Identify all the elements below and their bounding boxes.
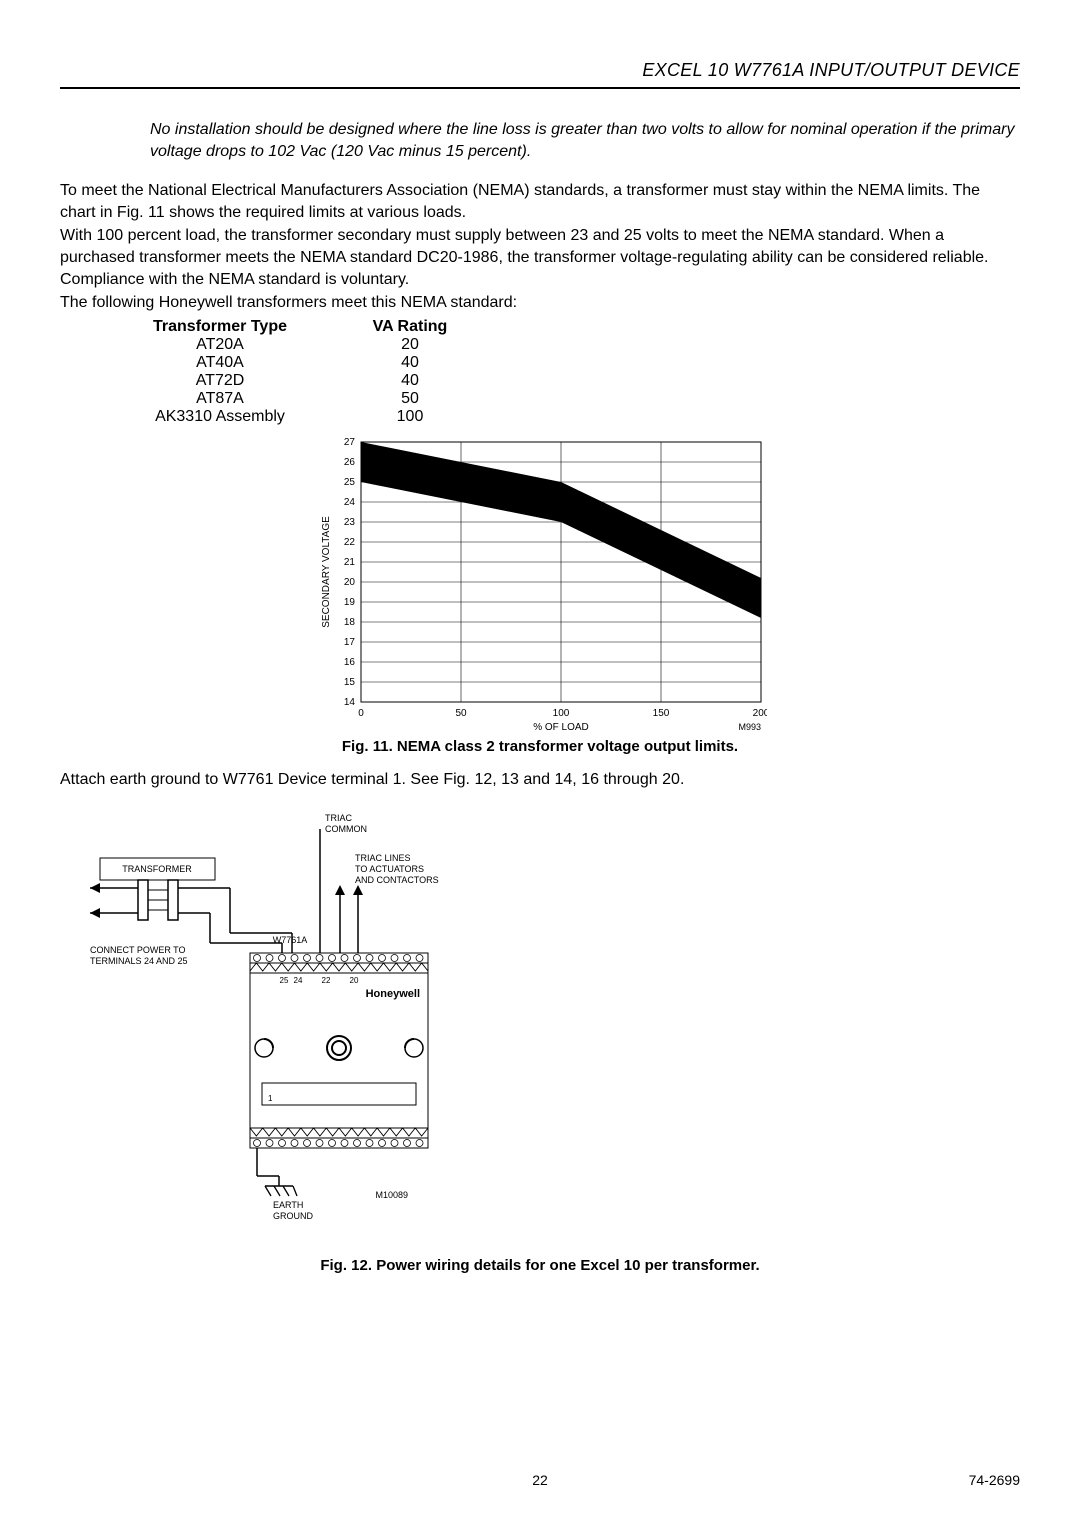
svg-text:17: 17 [344,637,356,648]
table-row: AT87A 50 [100,390,1020,408]
svg-text:0: 0 [358,708,364,719]
svg-text:20: 20 [344,577,356,588]
wiring-diagram: TRIACCOMMON TRIAC LINESTO ACTUATORSAND CO… [60,803,480,1233]
transformer-table: Transformer Type VA Rating AT20A 20 AT40… [100,318,1020,426]
table-row: AT40A 40 [100,354,1020,372]
cell-va: 40 [340,354,480,372]
body-p1: To meet the National Electrical Manufact… [60,180,1020,223]
cell-va: 20 [340,336,480,354]
svg-text:M10089: M10089 [375,1190,408,1200]
svg-text:21: 21 [344,557,356,568]
svg-text:1: 1 [268,1094,273,1103]
page-footer: 22 74-2699 [60,1472,1020,1488]
nema-chart: 14 15 16 17 18 19 20 21 22 23 24 25 26 27 0 50 100 150 200… [313,436,767,732]
svg-text:22: 22 [322,976,331,985]
svg-text:M993: M993 [738,722,761,732]
cell-type: AT20A [100,336,340,354]
svg-text:AND CONTACTORS: AND CONTACTORS [355,875,439,885]
svg-text:CONNECT POWER TO: CONNECT POWER TO [90,945,186,955]
svg-text:TRIAC: TRIAC [325,813,353,823]
svg-text:TERMINALS 24 AND 25: TERMINALS 24 AND 25 [90,956,188,966]
th-va: VA Rating [340,318,480,336]
svg-text:18: 18 [344,617,356,628]
svg-text:27: 27 [344,437,356,448]
svg-text:19: 19 [344,597,356,608]
svg-text:22: 22 [344,537,356,548]
cell-type: AT72D [100,372,340,390]
body-p3: The following Honeywell transformers mee… [60,292,1020,314]
svg-text:COMMON: COMMON [325,824,367,834]
table-row: AK3310 Assembly 100 [100,408,1020,426]
svg-text:% OF LOAD: % OF LOAD [533,722,589,732]
cell-type: AT40A [100,354,340,372]
cell-type: AK3310 Assembly [100,408,340,426]
fig11-caption: Fig. 11. NEMA class 2 transformer voltag… [60,738,1020,755]
cell-va: 50 [340,390,480,408]
svg-text:100: 100 [553,708,570,719]
svg-text:W7761A: W7761A [273,935,308,945]
svg-text:TO ACTUATORS: TO ACTUATORS [355,864,424,874]
svg-text:200: 200 [753,708,767,719]
page-number: 22 [60,1472,1020,1488]
svg-text:24: 24 [344,497,356,508]
cell-va: 100 [340,408,480,426]
svg-text:Honeywell: Honeywell [366,988,420,1000]
svg-text:50: 50 [455,708,467,719]
th-type: Transformer Type [100,318,340,336]
svg-text:15: 15 [344,677,356,688]
svg-text:SECONDARY VOLTAGE: SECONDARY VOLTAGE [321,516,332,628]
fig12-caption: Fig. 12. Power wiring details for one Ex… [60,1257,1020,1274]
doc-header-title: EXCEL 10 W7761A INPUT/OUTPUT DEVICE [60,60,1020,81]
svg-text:150: 150 [653,708,670,719]
svg-text:24: 24 [294,976,303,985]
cell-va: 40 [340,372,480,390]
attach-ground-text: Attach earth ground to W7761 Device term… [60,771,1020,789]
svg-text:20: 20 [350,976,359,985]
svg-text:EARTH: EARTH [273,1200,303,1210]
svg-text:26: 26 [344,457,356,468]
svg-text:23: 23 [344,517,356,528]
svg-text:TRANSFORMER: TRANSFORMER [122,864,192,874]
table-row: AT20A 20 [100,336,1020,354]
cell-type: AT87A [100,390,340,408]
svg-text:25: 25 [280,976,289,985]
svg-text:GROUND: GROUND [273,1211,313,1221]
svg-text:14: 14 [344,697,356,708]
svg-text:16: 16 [344,657,356,668]
svg-text:TRIAC LINES: TRIAC LINES [355,853,411,863]
header-rule [60,87,1020,89]
body-p2: With 100 percent load, the transformer s… [60,225,1020,290]
table-row: AT72D 40 [100,372,1020,390]
svg-text:25: 25 [344,477,356,488]
note-text: No installation should be designed where… [150,119,1020,162]
